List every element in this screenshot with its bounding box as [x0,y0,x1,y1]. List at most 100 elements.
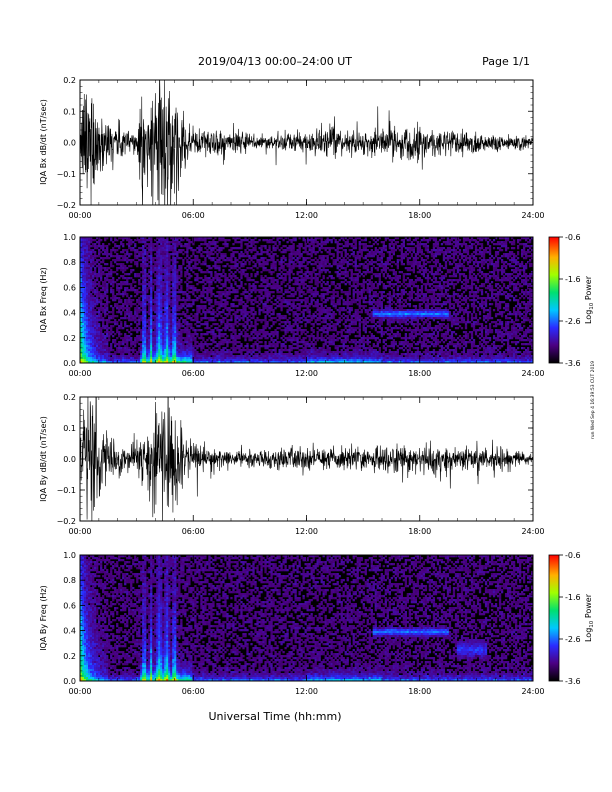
spectrogram-cell [216,285,218,287]
spectrogram-cell [174,287,176,289]
spectrogram-cell [120,313,122,315]
spectrogram-cell [268,319,270,321]
spectrogram-cell [124,325,126,327]
spectrogram-cell [148,265,150,267]
spectrogram-cell [196,291,198,293]
spectrogram-cell [234,239,236,241]
spectrogram-cell [144,341,146,343]
spectrogram-cell [190,241,192,243]
spectrogram-cell [288,321,290,323]
spectrogram-cell [216,291,218,293]
spectrogram-cell [302,247,304,249]
spectrogram-cell [300,317,302,319]
spectrogram-cell [158,307,160,309]
spectrogram-cell [84,281,86,283]
spectrogram-cell [216,343,218,345]
spectrogram-cell [120,269,122,271]
spectrogram-cell [266,283,268,285]
spectrogram-cell [170,291,172,293]
spectrogram-cell [158,251,160,253]
spectrogram-cell [96,279,98,281]
spectrogram-cell [176,329,178,331]
spectrogram-cell [214,281,216,283]
spectrogram-cell [206,271,208,273]
spectrogram-cell [120,305,122,307]
spectrogram-cell [242,357,244,359]
spectrogram-cell [98,325,100,327]
spectrogram-cell [166,309,168,311]
spectrogram-cell [114,357,116,359]
spectrogram-cell [130,333,132,335]
spectrogram-cell [88,351,90,353]
spectrogram-cell [272,271,274,273]
spectrogram-cell [94,319,96,321]
spectrogram-cell [270,255,272,257]
spectrogram-cell [242,259,244,261]
spectrogram-cell [126,303,128,305]
spectrogram-cell [246,351,248,353]
spectrogram-cell [246,277,248,279]
spectrogram-cell [218,319,220,321]
spectrogram-cell [180,279,182,281]
spectrogram-cell [200,249,202,251]
spectrogram-cell [208,309,210,311]
spectrogram-cell [102,259,104,261]
spectrogram-cell [200,343,202,345]
spectrogram-cell [160,267,162,269]
spectrogram-cell [84,357,86,359]
spectrogram-cell [228,351,230,353]
spectrogram-cell [288,273,290,275]
spectrogram-cell [240,243,242,245]
spectrogram-cell [254,333,256,335]
spectrogram-cell [88,307,90,309]
spectrogram-cell [96,325,98,327]
spectrogram-cell [114,333,116,335]
spectrogram-cell [134,289,136,291]
spectrogram-cell [152,341,154,343]
spectrogram-cell [176,359,178,361]
spectrogram-cell [280,281,282,283]
spectrogram-cell [132,299,134,301]
spectrogram-cell [282,315,284,317]
spectrogram-cell [218,257,220,259]
spectrogram-cell [148,353,150,355]
spectrogram-cell [218,355,220,357]
spectrogram-cell [110,347,112,349]
spectrogram-cell [204,355,206,357]
spectrogram-cell [250,337,252,339]
spectrogram-cell [305,259,307,261]
spectrogram-cell [198,259,200,261]
spectrogram-cell [100,275,102,277]
spectrogram-cell [210,259,212,261]
spectrogram-cell [144,273,146,275]
spectrogram-cell [260,331,262,333]
spectrogram-cell [90,329,92,331]
spectrogram-cell [246,323,248,325]
spectrogram-cell [198,337,200,339]
spectrogram-cell [168,269,170,271]
y-tick-label: 0.0 [63,139,76,148]
spectrogram-cell [202,337,204,339]
spectrogram-cell [266,239,268,241]
spectrogram-cell [156,247,158,249]
spectrogram-cell [142,291,144,293]
spectrogram-cell [178,333,180,335]
spectrogram-cell [172,285,174,287]
spectrogram-cell [305,329,307,331]
spectrogram-cell [302,347,304,349]
spectrogram-cell [160,351,162,353]
spectrogram-cell [240,359,242,361]
spectrogram-cell [240,313,242,315]
spectrogram-cell [160,355,162,357]
spectrogram-cell [210,331,212,333]
spectrogram-cell [206,295,208,297]
spectrogram-cell [234,271,236,273]
spectrogram-cell [206,359,208,361]
spectrogram-cell [270,285,272,287]
spectrogram-cell [220,295,222,297]
spectrogram-cell [152,357,154,359]
spectrogram-cell [176,337,178,339]
spectrogram-cell [166,257,168,259]
spectrogram-cell [262,333,264,335]
spectrogram-cell [214,247,216,249]
